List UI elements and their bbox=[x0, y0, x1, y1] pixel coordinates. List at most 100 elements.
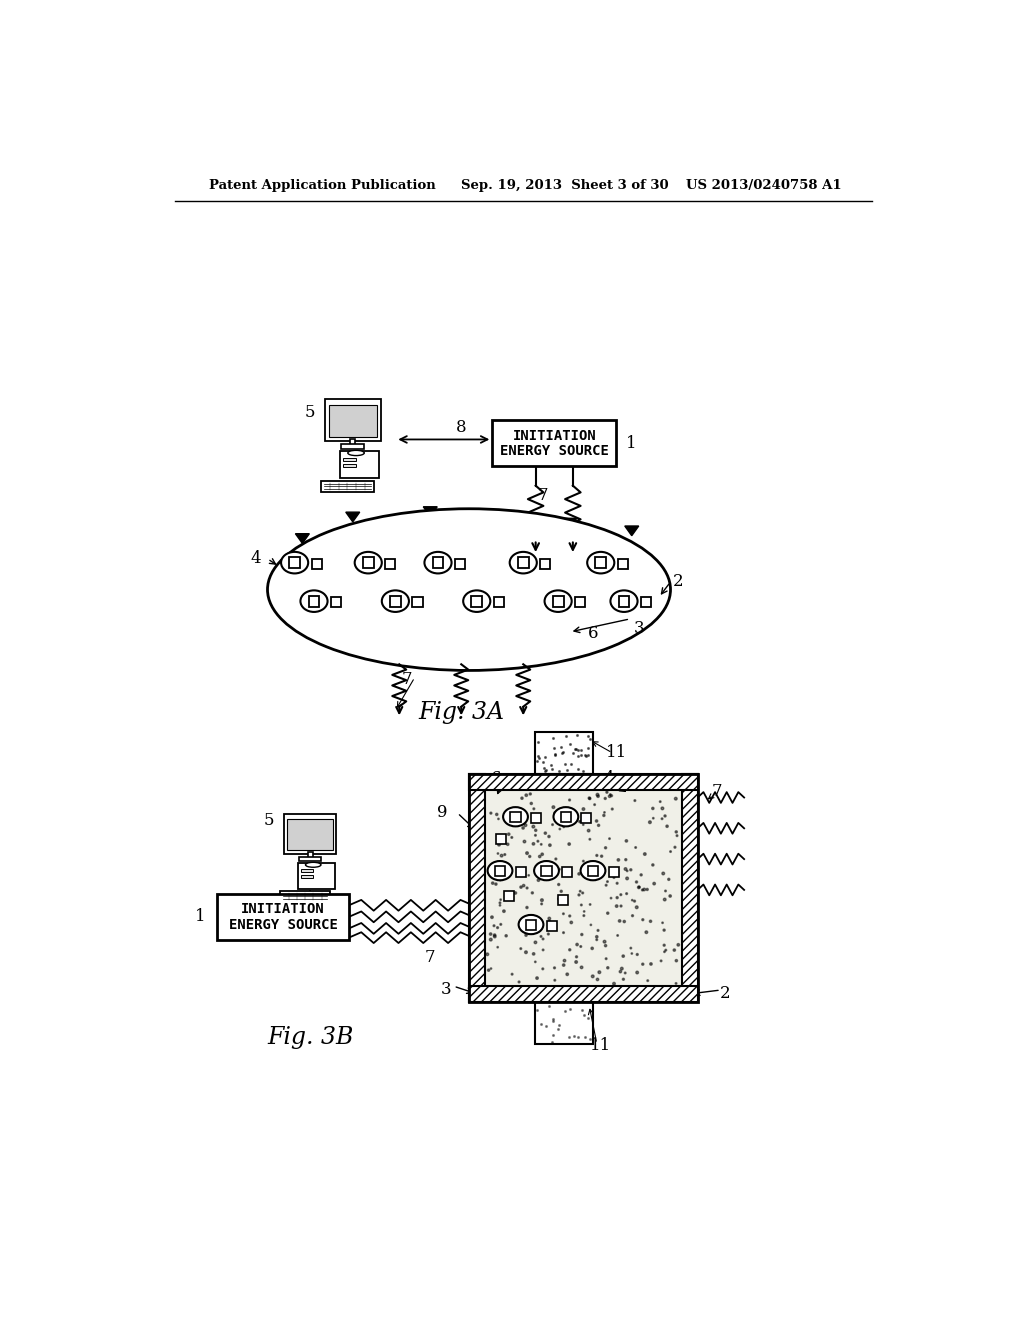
Ellipse shape bbox=[503, 807, 528, 826]
Bar bbox=[432, 557, 443, 568]
Point bbox=[612, 884, 629, 906]
Point bbox=[486, 925, 503, 946]
Point bbox=[606, 973, 623, 994]
Point bbox=[597, 935, 613, 956]
Point bbox=[553, 737, 569, 758]
Point bbox=[529, 830, 546, 851]
Point bbox=[634, 879, 650, 900]
Point bbox=[492, 895, 508, 916]
Point bbox=[600, 903, 616, 924]
Point bbox=[638, 921, 654, 942]
Point bbox=[570, 759, 587, 780]
Point bbox=[498, 925, 514, 946]
Point bbox=[531, 846, 548, 867]
Ellipse shape bbox=[382, 590, 409, 612]
Bar bbox=[350, 440, 355, 446]
Point bbox=[497, 843, 513, 865]
Text: 5: 5 bbox=[305, 404, 315, 421]
Text: 5: 5 bbox=[264, 812, 274, 829]
Point bbox=[554, 742, 570, 763]
Bar bbox=[385, 558, 395, 569]
Bar bbox=[307, 851, 312, 858]
Point bbox=[642, 812, 658, 833]
Point bbox=[657, 940, 674, 961]
Point bbox=[568, 952, 585, 973]
Polygon shape bbox=[544, 882, 557, 890]
Point bbox=[483, 907, 500, 928]
Point bbox=[635, 909, 651, 931]
Point bbox=[640, 970, 656, 991]
Point bbox=[496, 900, 512, 921]
Bar bbox=[618, 595, 630, 607]
Point bbox=[610, 849, 627, 870]
Point bbox=[555, 903, 571, 924]
Bar bbox=[343, 465, 356, 467]
Bar bbox=[301, 875, 313, 878]
Point bbox=[657, 880, 674, 902]
Point bbox=[553, 880, 569, 902]
Point bbox=[589, 969, 605, 990]
Bar bbox=[469, 775, 697, 1002]
Point bbox=[493, 913, 509, 935]
Point bbox=[538, 1015, 554, 1036]
Point bbox=[589, 927, 605, 948]
Point bbox=[510, 858, 526, 879]
Point bbox=[518, 941, 535, 962]
Ellipse shape bbox=[581, 861, 605, 880]
Point bbox=[530, 870, 547, 891]
Bar bbox=[496, 834, 506, 843]
Point bbox=[668, 821, 684, 842]
Point bbox=[635, 953, 651, 974]
Point bbox=[570, 884, 587, 906]
Point bbox=[611, 911, 628, 932]
Point bbox=[547, 803, 563, 824]
Point bbox=[617, 849, 634, 870]
Point bbox=[598, 875, 614, 896]
Bar bbox=[542, 866, 552, 875]
Point bbox=[555, 954, 571, 975]
Ellipse shape bbox=[610, 590, 638, 612]
Polygon shape bbox=[524, 632, 538, 642]
Point bbox=[643, 953, 659, 974]
Point bbox=[582, 729, 598, 750]
Point bbox=[590, 785, 606, 807]
Point bbox=[583, 915, 599, 936]
Point bbox=[563, 912, 580, 933]
Bar bbox=[471, 595, 482, 607]
Point bbox=[483, 958, 500, 979]
Point bbox=[575, 814, 592, 836]
Polygon shape bbox=[486, 846, 499, 855]
Text: 1: 1 bbox=[627, 434, 637, 451]
Point bbox=[655, 863, 672, 884]
Text: 7: 7 bbox=[538, 487, 548, 504]
Point bbox=[669, 950, 685, 972]
Point bbox=[544, 759, 560, 780]
Point bbox=[589, 784, 605, 805]
Point bbox=[589, 845, 605, 866]
Point bbox=[480, 960, 497, 981]
Point bbox=[601, 785, 617, 807]
Point bbox=[541, 911, 557, 932]
Point bbox=[561, 906, 578, 927]
Point bbox=[589, 929, 605, 950]
Point bbox=[591, 962, 607, 983]
Point bbox=[627, 791, 643, 812]
Point bbox=[629, 871, 645, 892]
Point bbox=[489, 917, 506, 939]
Text: 11: 11 bbox=[590, 1038, 611, 1053]
Point bbox=[628, 837, 644, 858]
Text: Sep. 19, 2013  Sheet 3 of 30: Sep. 19, 2013 Sheet 3 of 30 bbox=[461, 178, 669, 191]
Bar bbox=[284, 813, 337, 854]
Polygon shape bbox=[556, 924, 568, 932]
Ellipse shape bbox=[487, 861, 512, 880]
Point bbox=[616, 911, 633, 932]
Polygon shape bbox=[563, 519, 577, 528]
Point bbox=[580, 1007, 596, 1028]
Point bbox=[489, 843, 506, 865]
Point bbox=[608, 895, 625, 916]
Polygon shape bbox=[323, 569, 337, 578]
Point bbox=[494, 845, 510, 866]
Bar bbox=[588, 866, 598, 875]
Point bbox=[493, 869, 509, 890]
Point bbox=[518, 784, 535, 805]
